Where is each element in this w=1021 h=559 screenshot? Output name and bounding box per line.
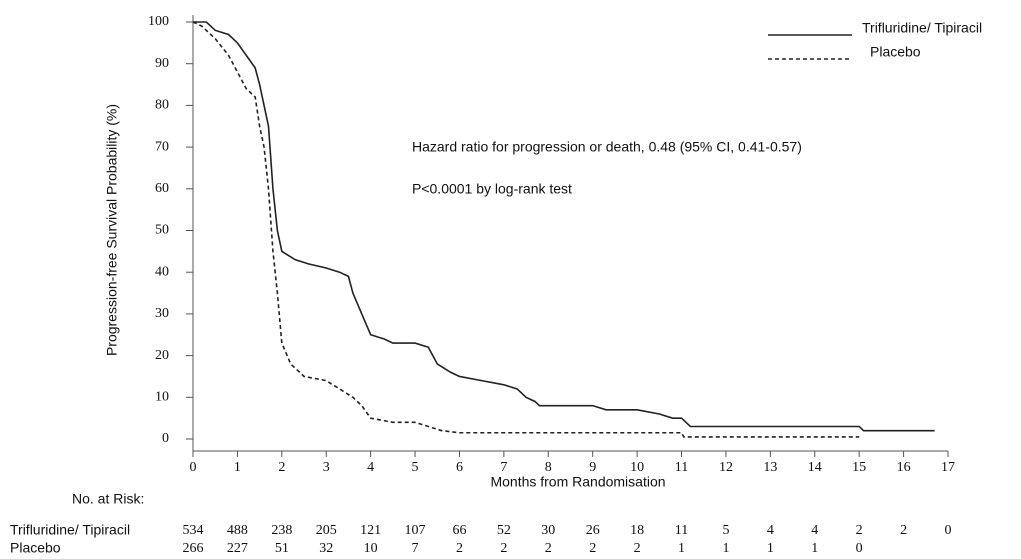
x-tick-label: 11	[675, 460, 688, 475]
risk-count: 534	[183, 523, 204, 538]
x-tick-label: 14	[808, 460, 822, 475]
risk-count: 4	[811, 523, 818, 538]
annotation: P<0.0001 by log-rank test	[412, 181, 572, 197]
legend-label: Placebo	[870, 44, 921, 60]
risk-count: 51	[275, 541, 289, 556]
risk-count: 5	[722, 523, 729, 538]
x-tick-label: 10	[630, 460, 644, 475]
risk-count: 238	[271, 523, 292, 538]
x-tick-label: 13	[763, 460, 777, 475]
y-tick-label: 20	[155, 348, 169, 363]
risk-count: 10	[364, 541, 378, 556]
x-tick-label: 3	[323, 460, 330, 475]
risk-count: 32	[319, 541, 333, 556]
risk-row-label: Placebo	[10, 540, 61, 556]
x-tick-label: 2	[278, 460, 285, 475]
risk-count: 205	[316, 523, 337, 538]
y-axis-label: Progression-free Survival Probability (%…	[104, 104, 120, 356]
risk-count: 4	[767, 523, 774, 538]
risk-count: 7	[412, 541, 419, 556]
risk-count: 2	[856, 523, 863, 538]
y-tick-label: 10	[155, 390, 169, 405]
y-tick-label: 50	[155, 223, 169, 238]
risk-count: 266	[183, 541, 204, 556]
risk-count: 2	[634, 541, 641, 556]
risk-count: 26	[586, 523, 600, 538]
risk-count: 2	[900, 523, 907, 538]
y-tick-label: 100	[148, 14, 169, 29]
risk-row-label: Trifluridine/ Tipiracil	[10, 522, 130, 538]
y-tick-label: 60	[155, 181, 169, 196]
risk-count: 66	[452, 523, 466, 538]
x-tick-label: 0	[190, 460, 197, 475]
x-tick-label: 12	[719, 460, 733, 475]
annotation: Hazard ratio for progression or death, 0…	[412, 139, 802, 155]
x-tick-label: 9	[589, 460, 596, 475]
y-tick-label: 0	[162, 431, 169, 446]
y-tick-label: 90	[155, 56, 169, 71]
risk-count: 1	[722, 541, 729, 556]
x-tick-label: 16	[897, 460, 911, 475]
risk-count: 1	[767, 541, 774, 556]
risk-count: 2	[545, 541, 552, 556]
risk-count: 2	[456, 541, 463, 556]
risk-count: 488	[227, 523, 248, 538]
risk-count: 107	[405, 523, 426, 538]
y-tick-label: 40	[155, 264, 169, 279]
risk-count: 1	[678, 541, 685, 556]
legend-label: Trifluridine/ Tipiracil	[862, 20, 982, 36]
risk-table-title: No. at Risk:	[72, 491, 144, 507]
risk-count: 18	[630, 523, 644, 538]
x-tick-label: 1	[234, 460, 241, 475]
risk-count: 2	[589, 541, 596, 556]
risk-count: 11	[675, 523, 688, 538]
risk-count: 1	[811, 541, 818, 556]
x-tick-label: 8	[545, 460, 552, 475]
x-tick-label: 6	[456, 460, 463, 475]
risk-count: 30	[541, 523, 555, 538]
x-tick-label: 4	[367, 460, 374, 475]
risk-count: 0	[856, 541, 863, 556]
risk-count: 227	[227, 541, 248, 556]
survival-curve	[192, 21, 860, 438]
y-tick-label: 80	[155, 98, 169, 113]
x-tick-label: 5	[412, 460, 419, 475]
survival-curve	[193, 21, 935, 432]
risk-count: 2	[500, 541, 507, 556]
x-tick-label: 7	[500, 460, 507, 475]
y-tick-label: 30	[155, 306, 169, 321]
x-axis-label: Months from Randomisation	[490, 474, 665, 490]
risk-count: 52	[497, 523, 511, 538]
risk-count: 0	[945, 523, 952, 538]
x-tick-label: 15	[852, 460, 866, 475]
risk-count: 121	[360, 523, 381, 538]
x-tick-label: 17	[941, 460, 955, 475]
y-tick-label: 70	[155, 139, 169, 154]
